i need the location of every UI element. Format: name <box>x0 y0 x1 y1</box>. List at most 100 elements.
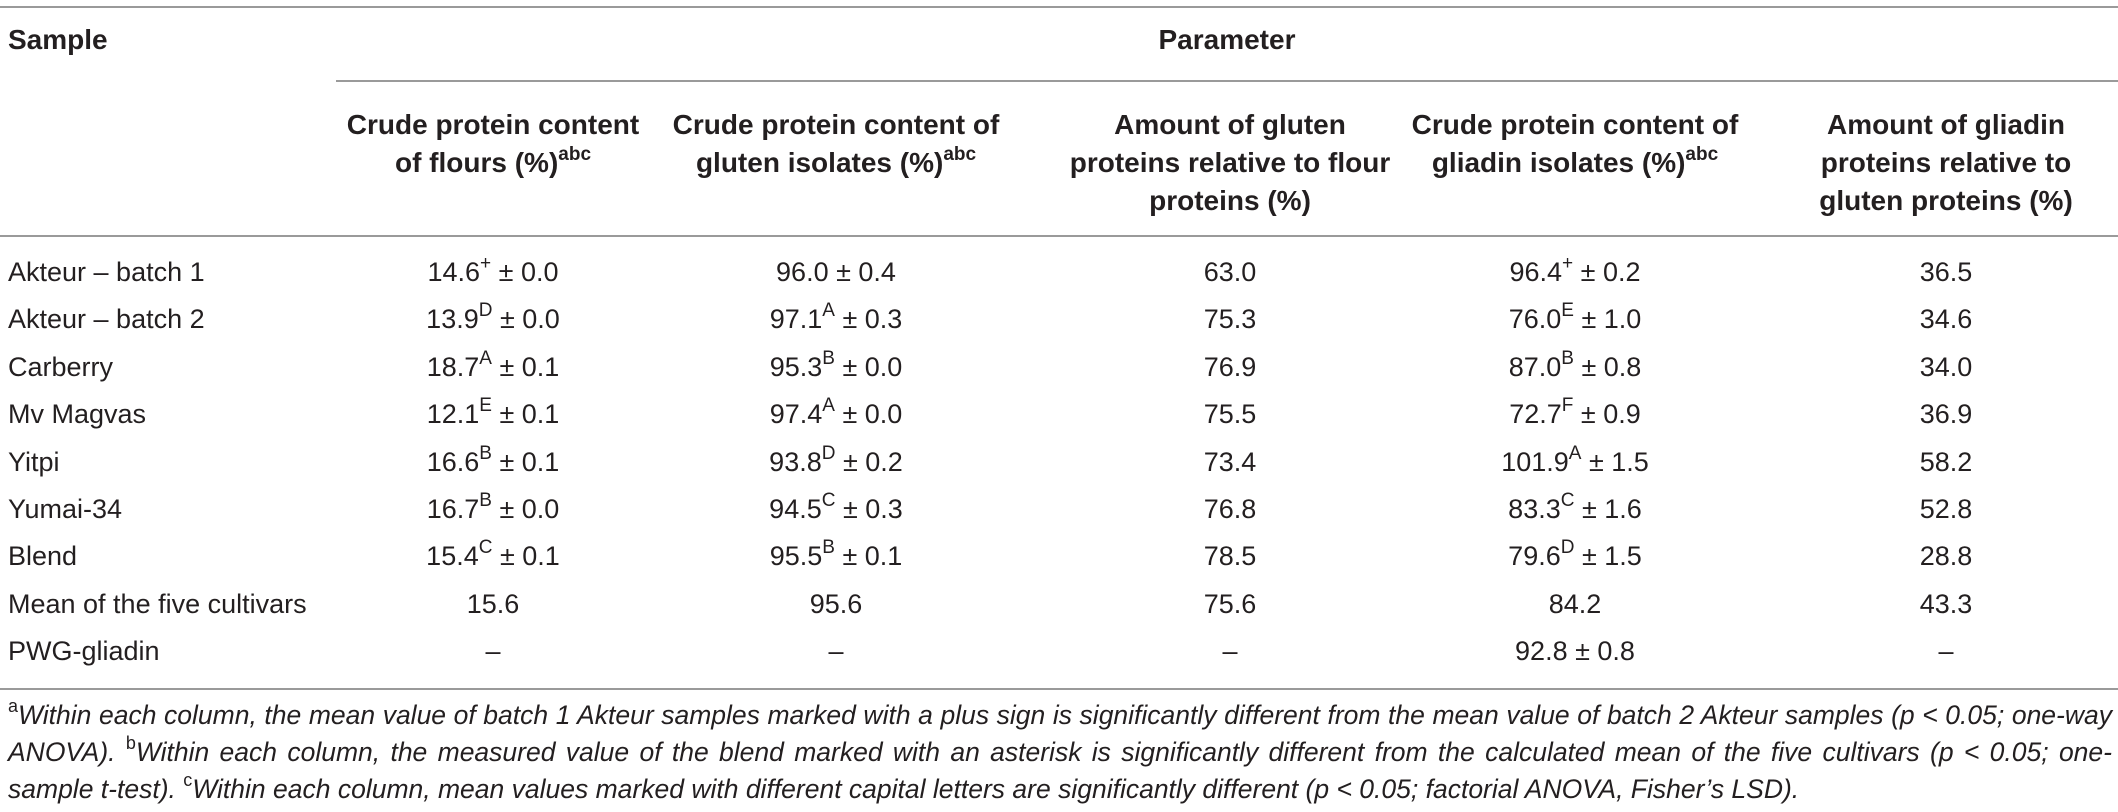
table-top-rule <box>0 6 2118 8</box>
table-row: Yitpi 16.6B ± 0.1 93.8D ± 0.2 73.4 101.9A ± … <box>0 439 2118 486</box>
cell-standard-deviation: ± 0.2 <box>835 446 903 477</box>
cell-standard-deviation: ± 0.1 <box>491 399 560 430</box>
footnote-marker: c <box>183 770 193 791</box>
column-header-line: gluten proteins (%) <box>1819 185 2073 216</box>
column-header-line: gliadin isolates (%) <box>1431 147 1686 178</box>
table-cell: 79.6D ± 1.5 <box>1400 533 1750 580</box>
cell-standard-deviation: ± 0.0 <box>834 399 903 430</box>
table-row: Yumai-34 16.7B ± 0.0 94.5C ± 0.3 76.8 83.3C … <box>0 486 2118 533</box>
cell-standard-deviation: ± 0.0 <box>491 257 559 287</box>
table-cell: 36.9 <box>1786 391 2106 438</box>
footnote-marker: a <box>8 696 19 717</box>
table-cell: – <box>661 628 1011 675</box>
cell-standard-deviation: ± 1.5 <box>1574 541 1642 572</box>
cell-value: 63.0 <box>1203 257 1257 287</box>
cell-value: 95.6 <box>809 588 863 619</box>
cell-value: – <box>1222 636 1238 667</box>
column-header: Crude protein content of gliadin isolates… <box>1400 106 1750 182</box>
table-cell: 34.0 <box>1786 344 2106 391</box>
column-header-line: Amount of gliadin <box>1827 109 2065 140</box>
cell-value: – <box>828 636 844 667</box>
column-header: Amount of gluten proteins relative to flo… <box>1060 106 1400 220</box>
cell-standard-deviation: ± 0.1 <box>491 446 560 477</box>
cell-standard-deviation: ± 0.1 <box>492 541 560 572</box>
cell-significance-letter: B <box>1561 347 1574 369</box>
cell-value: 36.5 <box>1919 257 1973 287</box>
table-row: Akteur – batch 2 13.9D ± 0.0 97.1A ± 0.3 75… <box>0 296 2118 343</box>
table-cell: 95.5B ± 0.1 <box>661 533 1011 580</box>
cell-significance-letter: A <box>822 395 835 417</box>
table-cell: 83.3C ± 1.6 <box>1400 486 1750 533</box>
cell-value: 34.6 <box>1919 304 1973 335</box>
cell-standard-deviation: ± 0.1 <box>834 541 903 572</box>
table-cell: 97.4A ± 0.0 <box>661 391 1011 438</box>
table-cell: 78.5 <box>1060 533 1400 580</box>
table-cell: 28.8 <box>1786 533 2106 580</box>
cell-significance-letter: C <box>821 490 836 511</box>
table-cell: 92.8 ± 0.8 <box>1400 628 1750 675</box>
table-footnotes: aWithin each column, the mean value of b… <box>8 697 2112 808</box>
table-cell: 76.0E ± 1.0 <box>1400 296 1750 343</box>
cell-standard-deviation: ± 0.0 <box>834 351 903 382</box>
cell-value: 13.9 <box>426 304 479 335</box>
cell-value: 83.3 <box>1508 494 1561 524</box>
sample-column-header: Sample <box>8 24 108 55</box>
cell-value: 34.0 <box>1919 351 1973 382</box>
cell-standard-deviation: ± 0.0 <box>492 304 560 335</box>
cell-value: 78.5 <box>1203 541 1257 572</box>
table-cell: – <box>1060 628 1400 675</box>
cell-significance-letter: A <box>1568 442 1582 464</box>
cell-value: 15.4 <box>426 541 479 572</box>
cell-significance-letter: B <box>822 347 835 369</box>
column-header-line: gluten isolates (%) <box>695 147 944 178</box>
cell-value: 14.6 <box>427 257 481 287</box>
cell-standard-deviation: ± 0.9 <box>1573 399 1641 430</box>
table-cell: 76.8 <box>1060 486 1400 533</box>
cell-standard-deviation: ± 1.0 <box>1573 304 1642 335</box>
cell-significance-letter: E <box>1561 300 1574 322</box>
table-cell: 75.5 <box>1060 391 1400 438</box>
column-header-line: Crude protein content <box>346 109 640 140</box>
table-bottom-rule <box>0 688 2118 690</box>
cell-value: 96.0 <box>776 257 829 287</box>
column-header-superscript: abc <box>1685 143 1719 165</box>
table-cell: 97.1A ± 0.3 <box>661 296 1011 343</box>
table-cell: 36.5 <box>1786 249 2106 296</box>
table-cell: 75.6 <box>1060 581 1400 628</box>
table-cell: 76.9 <box>1060 344 1400 391</box>
table-cell: 101.9A ± 1.5 <box>1400 439 1750 486</box>
table-row: Blend 15.4C ± 0.1 95.5B ± 0.1 78.5 79.6D ± 1… <box>0 533 2118 580</box>
cell-value: 101.9 <box>1501 446 1569 477</box>
cell-significance-letter: F <box>1561 395 1574 417</box>
sample-name-cell: Yitpi <box>8 446 60 477</box>
column-header: Crude protein content of flours (%)abc <box>323 106 663 182</box>
cell-significance-letter: B <box>822 537 835 559</box>
table-cell: 93.8D ± 0.2 <box>661 439 1011 486</box>
table-cell: 15.6 <box>323 581 663 628</box>
table-row: PWG-gliadin – – – 92.8 ± 0.8 – <box>0 628 2118 675</box>
column-header: Crude protein content of gluten isolates … <box>661 106 1011 182</box>
footnote-text: Within each column, the measured value o… <box>8 737 2112 804</box>
cell-value: 73.4 <box>1203 446 1257 477</box>
table-cell: 75.3 <box>1060 296 1400 343</box>
cell-significance-letter: + <box>480 253 492 274</box>
cell-value: 92.8 <box>1515 636 1568 667</box>
column-header-line: Crude protein content of <box>1411 109 1739 140</box>
cell-value: 75.5 <box>1203 399 1257 430</box>
sample-name-cell: Mean of the five cultivars <box>8 588 307 619</box>
table-row: Akteur – batch 1 14.6+ ± 0.0 96.0 ± 0.4 63.… <box>0 249 2118 296</box>
table-cell: 63.0 <box>1060 249 1400 296</box>
cell-significance-letter: A <box>822 300 835 322</box>
sample-name-cell: Mv Magvas <box>8 399 147 430</box>
cell-value: 76.8 <box>1203 494 1257 524</box>
cell-significance-letter: C <box>1560 490 1575 511</box>
footnote-text: Within each column, the mean value of ba… <box>8 700 2112 767</box>
cell-significance-letter: C <box>478 537 493 559</box>
cell-value: 18.7 <box>426 351 480 382</box>
sample-name-cell: Yumai-34 <box>8 494 123 524</box>
cell-significance-letter: E <box>479 395 492 417</box>
cell-significance-letter: D <box>821 442 836 464</box>
footnote-text: Within each column, mean values marked w… <box>192 774 1800 804</box>
table-row: Mv Magvas 12.1E ± 0.1 97.4A ± 0.0 75.5 72.7F… <box>0 391 2118 438</box>
cell-significance-letter: B <box>479 490 492 511</box>
